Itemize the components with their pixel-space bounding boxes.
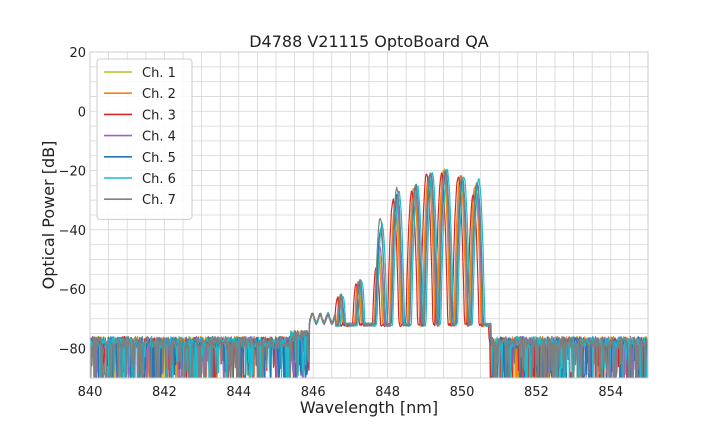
tick-labels: 840 842 844 846 848 850 852 854 20 0 −20 −40 −60 −80 <box>59 46 624 400</box>
x-tick-label: 840 <box>78 385 103 400</box>
x-axis-label: Wavelength [nm] <box>300 398 438 417</box>
x-tick-label: 846 <box>301 385 326 400</box>
x-tick-label: 850 <box>450 385 475 400</box>
y-tick-label: −60 <box>59 283 86 298</box>
x-tick-label: 842 <box>152 385 177 400</box>
y-tick-label: 20 <box>69 46 86 61</box>
series-line-ch-7 <box>90 170 648 378</box>
legend-box <box>96 58 193 220</box>
x-tick-label: 854 <box>598 385 623 400</box>
legend: Ch. 1 Ch. 2 Ch. 3 Ch. 4 Ch. 5 Ch. 6 Ch. 7 <box>96 58 193 220</box>
y-tick-label: −40 <box>59 224 86 239</box>
y-tick-label: −80 <box>59 342 86 357</box>
legend-label: Ch. 6 <box>142 172 176 187</box>
y-tick-label: −20 <box>59 165 86 180</box>
plot-area <box>89 51 649 379</box>
legend-label: Ch. 2 <box>142 87 176 102</box>
legend-label: Ch. 7 <box>142 193 176 208</box>
legend-label: Ch. 1 <box>142 66 176 81</box>
x-tick-label: 844 <box>226 385 251 400</box>
legend-label: Ch. 3 <box>142 108 176 123</box>
legend-label: Ch. 5 <box>142 151 176 166</box>
y-tick-label: 0 <box>78 105 86 120</box>
chart-title: D4788 V21115 OptoBoard QA <box>249 32 489 51</box>
legend-label: Ch. 4 <box>142 130 176 145</box>
y-axis-label: Optical Power [dB] <box>39 141 58 290</box>
x-tick-label: 848 <box>375 385 400 400</box>
x-tick-label: 852 <box>524 385 549 400</box>
plot-frame <box>89 51 649 379</box>
